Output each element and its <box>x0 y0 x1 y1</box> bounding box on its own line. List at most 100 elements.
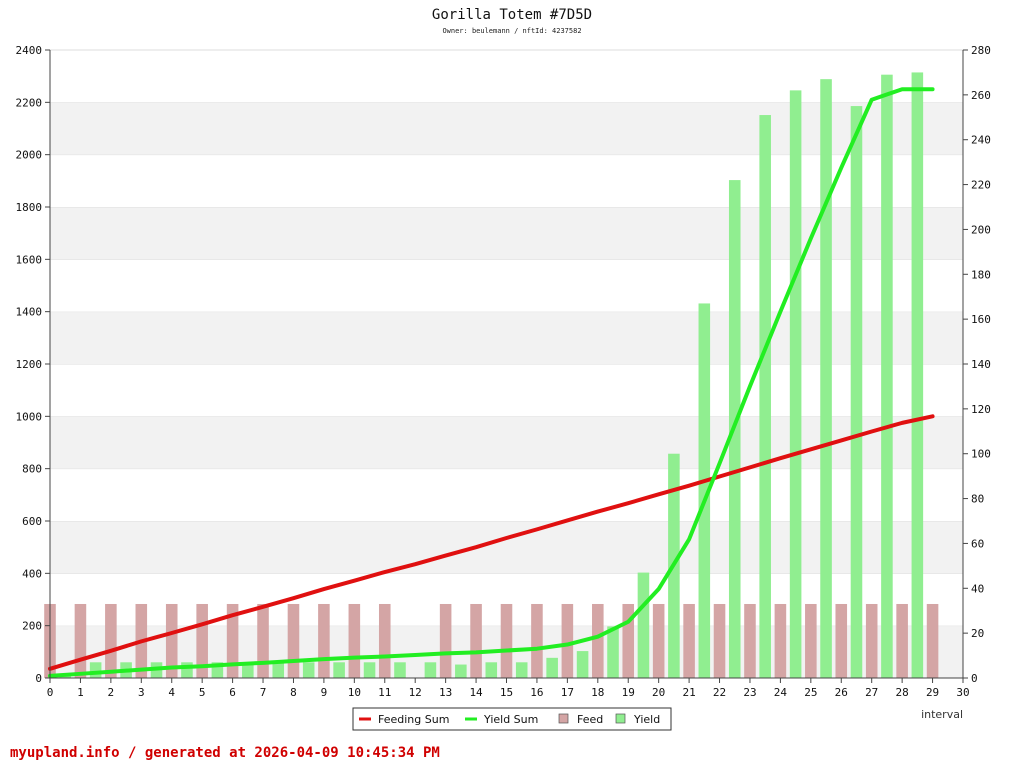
yield-sum-line <box>48 87 935 678</box>
y-left-tick-label: 200 <box>22 620 42 633</box>
x-tick-label: 2 <box>108 686 115 699</box>
x-tick-label: 22 <box>713 686 726 699</box>
legend-box <box>352 707 672 731</box>
yield-bar <box>89 662 102 678</box>
grid-band <box>50 416 963 469</box>
y-right-tick-label: 40 <box>971 582 984 595</box>
x-tick-label: 12 <box>409 686 422 699</box>
yield-bar <box>546 657 558 678</box>
y-left-tick-label: 2000 <box>16 149 43 162</box>
y-left-tick-label: 2200 <box>16 96 43 109</box>
feed-bar <box>257 603 269 678</box>
feed-bar <box>896 603 908 678</box>
legend-label: Yield Sum <box>483 713 538 726</box>
feed-bar <box>531 603 543 678</box>
x-tick-label: 0 <box>47 686 54 699</box>
x-tick-label: 27 <box>865 686 878 699</box>
feed-bar <box>318 603 330 678</box>
grid-band <box>50 468 963 521</box>
x-tick-label: 23 <box>743 686 756 699</box>
y-left-tick-label: 1000 <box>16 410 43 423</box>
chart-title: Gorilla Totem #7D5D <box>432 7 592 23</box>
x-axis-label: interval <box>921 708 963 721</box>
feed-bar <box>713 603 726 678</box>
y-right-tick-label: 20 <box>971 627 984 640</box>
yield-bar <box>789 90 802 678</box>
legend-label: Feeding Sum <box>378 713 449 726</box>
x-tick-label: 7 <box>260 686 267 699</box>
yield-bar <box>424 662 437 678</box>
x-tick-label: 25 <box>804 686 817 699</box>
x-tick-label: 19 <box>622 686 635 699</box>
grid-band <box>50 207 963 260</box>
grid-band <box>50 521 963 574</box>
y-right-tick-label: 180 <box>971 268 991 281</box>
y-left-tick-label: 2400 <box>16 44 43 57</box>
feed-bar <box>348 603 361 678</box>
x-tick-label: 17 <box>561 686 574 699</box>
grid-band <box>50 364 963 417</box>
grid-band <box>50 102 963 155</box>
x-tick-label: 15 <box>500 686 513 699</box>
y-left-tick-label: 400 <box>22 567 42 580</box>
y-right-tick-label: 200 <box>971 223 991 236</box>
x-tick-label: 11 <box>378 686 391 699</box>
yield-bar <box>698 303 711 678</box>
y-left-tick-label: 800 <box>22 463 42 476</box>
x-tick-label: 4 <box>168 686 175 699</box>
x-tick-label: 13 <box>439 686 452 699</box>
x-tick-label: 18 <box>591 686 604 699</box>
feed-bar <box>500 603 513 678</box>
x-tick-label: 6 <box>229 686 236 699</box>
x-tick-label: 1 <box>77 686 84 699</box>
legend-label: Yield <box>633 713 660 726</box>
y-right-tick-label: 240 <box>971 134 991 147</box>
y-left-tick-label: 1600 <box>16 253 43 266</box>
grid-band <box>50 154 963 207</box>
x-tick-label: 5 <box>199 686 206 699</box>
grid-band <box>50 311 963 364</box>
x-tick-label: 9 <box>321 686 328 699</box>
y-right-tick-label: 100 <box>971 448 991 461</box>
yield-bar <box>485 662 498 678</box>
footer-text: myupland.info / generated at 2026-04-09 … <box>10 745 440 761</box>
y-right-tick-label: 280 <box>971 44 991 57</box>
grid-band <box>50 259 963 312</box>
yield-bar <box>637 572 650 678</box>
yield-bar <box>759 115 771 679</box>
y-right-tick-label: 0 <box>971 672 978 685</box>
yield-bar <box>394 662 406 678</box>
x-tick-label: 24 <box>774 686 788 699</box>
feed-bar <box>378 603 391 678</box>
x-tick-label: 21 <box>682 686 695 699</box>
legend-swatch <box>558 713 569 724</box>
x-tick-label: 30 <box>956 686 969 699</box>
yield-bar <box>515 662 528 678</box>
series-lines <box>48 87 935 678</box>
feed-bar <box>74 603 87 678</box>
x-tick-label: 26 <box>835 686 848 699</box>
grid-band <box>50 50 963 103</box>
y-right-tick-label: 260 <box>971 89 991 102</box>
feed-bar <box>470 603 482 678</box>
y-left-tick-label: 1800 <box>16 201 43 214</box>
yield-bar <box>211 662 224 678</box>
yield-bar <box>850 106 863 679</box>
feed-bar <box>561 603 574 678</box>
x-tick-label: 16 <box>530 686 543 699</box>
grid-bands <box>50 49 963 678</box>
x-tick-label: 20 <box>652 686 665 699</box>
x-tick-label: 14 <box>469 686 483 699</box>
feed-bar <box>835 603 848 678</box>
feed-bar <box>683 603 695 678</box>
feed-bar <box>926 603 939 678</box>
y-right-tick-label: 80 <box>971 493 984 506</box>
y-right-tick-label: 60 <box>971 537 984 550</box>
yield-bar <box>302 662 315 678</box>
yield-bar <box>333 662 345 678</box>
feed-bar <box>744 603 756 678</box>
feed-bar <box>105 603 117 678</box>
y-right-tick-label: 160 <box>971 313 991 326</box>
feed-bar <box>652 603 665 678</box>
